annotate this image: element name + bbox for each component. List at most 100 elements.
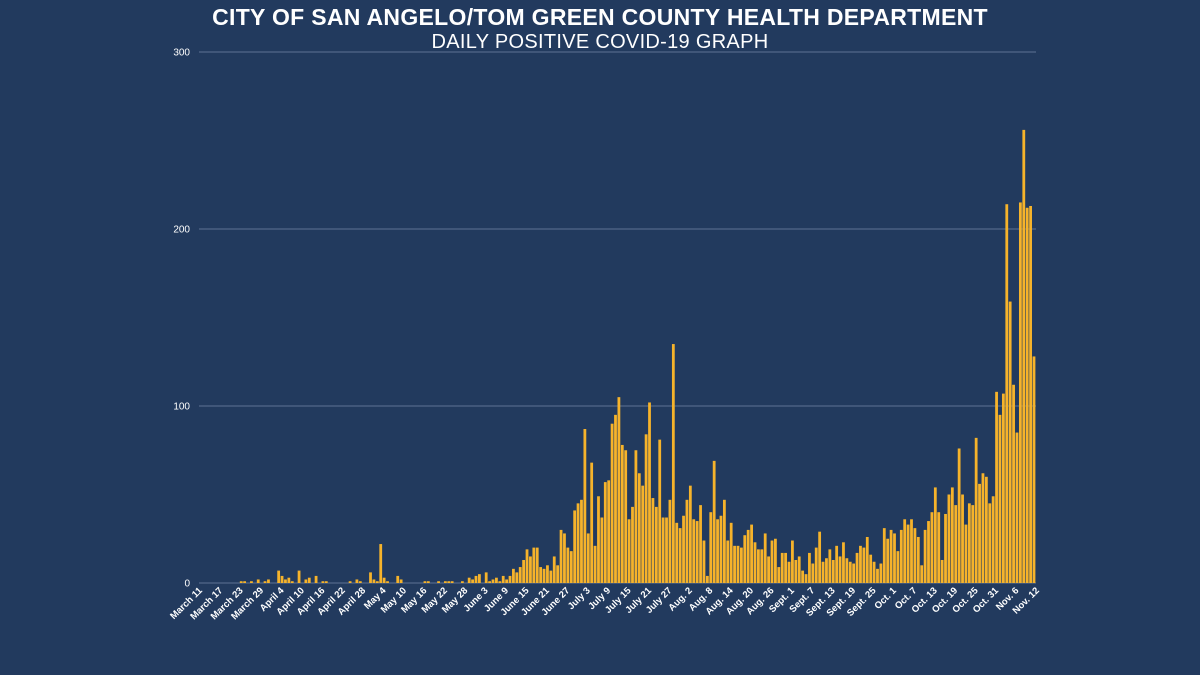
bar (964, 524, 968, 583)
bar (736, 545, 740, 583)
bar (838, 556, 842, 583)
bar (739, 547, 743, 583)
bar (321, 581, 325, 583)
bar (382, 577, 386, 583)
bar (654, 506, 658, 583)
bar (1005, 204, 1009, 583)
chart-title: CITY OF SAN ANGELO/TOM GREEN COUNTY HEAL… (212, 4, 988, 30)
bar (893, 533, 896, 583)
bar (627, 519, 631, 583)
bar (644, 434, 648, 583)
bar (998, 414, 1002, 583)
bar (675, 522, 679, 583)
bar (369, 572, 372, 583)
bar (471, 579, 474, 583)
bar (831, 559, 835, 583)
bar (423, 581, 427, 583)
bar (716, 519, 719, 583)
bar (855, 552, 859, 583)
bar (944, 513, 947, 583)
bar (358, 581, 362, 583)
bar (947, 494, 951, 583)
bar (450, 581, 454, 583)
y-tick-label: 200 (173, 225, 190, 236)
bar (549, 570, 553, 583)
bar (685, 499, 689, 583)
bar (304, 579, 308, 583)
bar (535, 547, 539, 583)
bar (634, 450, 638, 583)
bar (916, 536, 920, 583)
bar (882, 528, 886, 583)
bar (437, 581, 440, 583)
bar (250, 581, 253, 583)
bar (991, 496, 995, 583)
bar (624, 450, 628, 583)
bar (443, 581, 447, 583)
bar (1015, 432, 1019, 583)
bar (607, 480, 611, 583)
bar (569, 551, 573, 583)
bar (726, 540, 730, 583)
bar (658, 439, 662, 583)
bar (791, 540, 794, 583)
bar (923, 529, 927, 583)
bar (682, 515, 685, 583)
bar (277, 570, 281, 583)
bar (678, 528, 682, 583)
bar (590, 462, 594, 583)
bar (763, 533, 767, 583)
bar (862, 547, 866, 583)
bar (539, 567, 543, 583)
bar (1008, 301, 1012, 583)
bar (688, 485, 692, 583)
y-axis: 0 100 200 300 (173, 48, 190, 590)
bar (290, 581, 294, 583)
bar (927, 521, 930, 583)
bar (573, 510, 577, 583)
bar (447, 581, 451, 583)
bar (750, 524, 753, 583)
bar (525, 549, 529, 583)
bar (753, 542, 757, 583)
bar (532, 547, 536, 583)
bar (522, 559, 526, 583)
bar (484, 572, 488, 583)
bar (256, 579, 260, 583)
bar (865, 536, 869, 583)
bar (692, 519, 696, 583)
bar (529, 556, 532, 583)
bar (971, 505, 975, 583)
bar (518, 567, 522, 583)
bar (988, 503, 992, 583)
bar (930, 512, 934, 583)
bar (712, 460, 716, 583)
bar (546, 565, 549, 583)
y-tick-label: 300 (173, 48, 190, 59)
bar (828, 549, 832, 583)
bar (978, 483, 981, 583)
bar (314, 575, 318, 583)
chart-subtitle: DAILY POSITIVE COVID-19 GRAPH (431, 31, 769, 53)
bar (937, 512, 941, 583)
bar (784, 552, 788, 583)
bar (267, 579, 270, 583)
bar (614, 414, 617, 583)
bar (774, 538, 777, 583)
bar (743, 535, 747, 583)
bar (1018, 202, 1022, 583)
bar (818, 531, 822, 583)
bar (876, 568, 879, 583)
bar (886, 538, 890, 583)
bar (903, 519, 907, 583)
bar (399, 579, 403, 583)
bar (845, 558, 849, 583)
bar (957, 448, 961, 583)
bar (287, 577, 291, 583)
bar (1022, 129, 1026, 583)
bar (821, 561, 825, 583)
bar (379, 544, 383, 583)
bar (263, 581, 267, 583)
bar (498, 581, 502, 583)
bar (852, 563, 856, 583)
